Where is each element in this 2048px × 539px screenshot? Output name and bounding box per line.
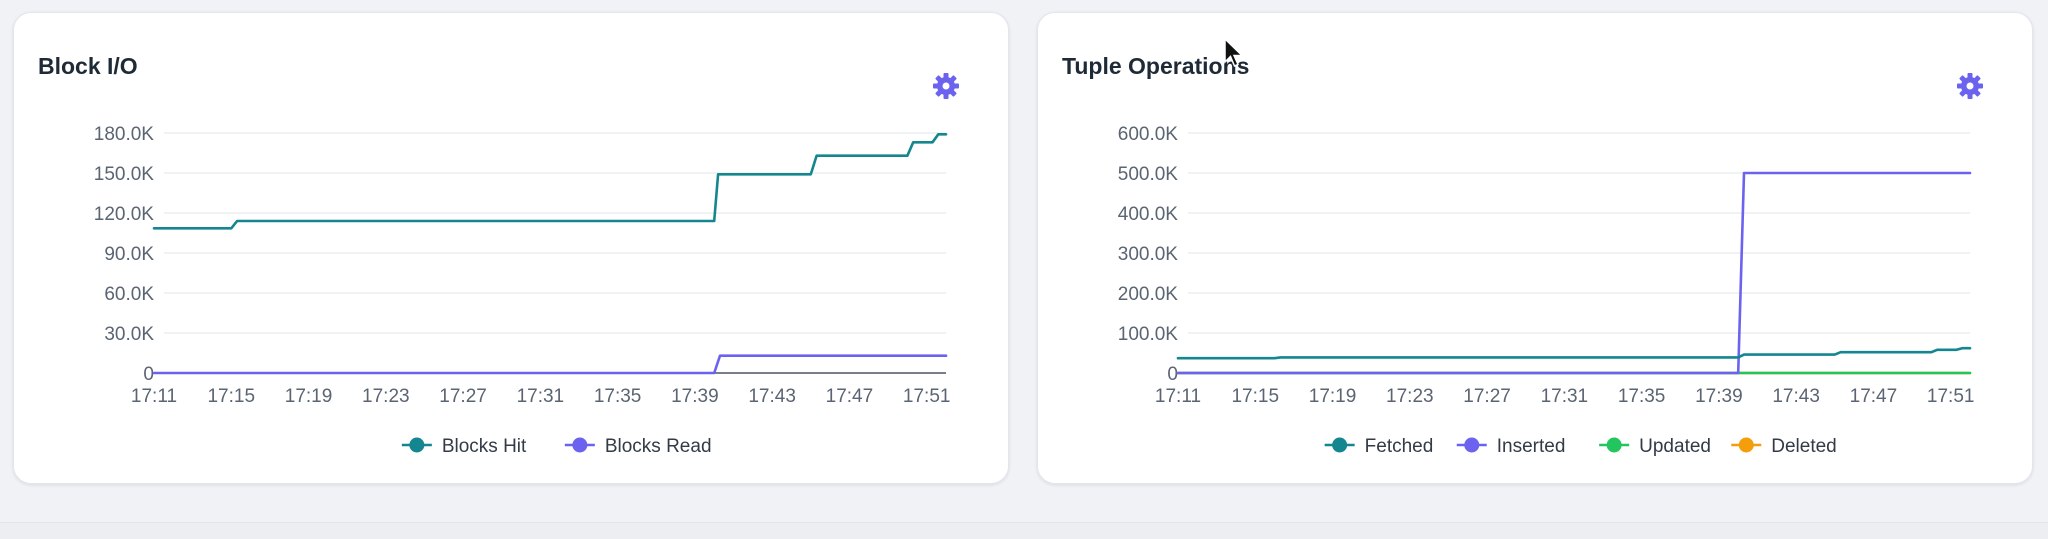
x-tick-label: 17:39 — [1695, 386, 1743, 407]
x-tick-label: 17:43 — [1772, 386, 1820, 407]
legend-marker — [1738, 437, 1754, 453]
y-tick-label: 100.0K — [1118, 324, 1179, 345]
legend-label: Blocks Read — [605, 436, 712, 457]
x-tick-label: 17:23 — [1386, 386, 1434, 407]
x-tick-label: 17:15 — [1231, 386, 1279, 407]
y-tick-label: 90.0K — [104, 244, 154, 265]
legend-item-inserted[interactable]: Inserted — [1456, 436, 1566, 457]
legend-label: Updated — [1639, 436, 1711, 457]
x-tick-label: 17:19 — [285, 386, 333, 407]
y-tick-label: 400.0K — [1118, 204, 1179, 225]
y-tick-label: 0 — [143, 364, 154, 385]
legend-marker — [572, 437, 588, 453]
legend-item-blocks-hit[interactable]: Blocks Hit — [401, 436, 527, 457]
legend-label: Fetched — [1365, 436, 1434, 457]
legend-item-deleted[interactable]: Deleted — [1731, 436, 1837, 457]
x-tick-label: 17:35 — [594, 386, 642, 407]
y-tick-label: 600.0K — [1118, 124, 1179, 145]
x-tick-label: 17:15 — [207, 386, 255, 407]
mouse-cursor-icon — [1224, 38, 1244, 67]
legend-item-fetched[interactable]: Fetched — [1324, 436, 1434, 457]
x-tick-label: 17:23 — [362, 386, 410, 407]
legend-label: Deleted — [1771, 436, 1837, 457]
x-tick-label: 17:27 — [1463, 386, 1511, 407]
block-io-card: Block I/O 0 30.0K 60.0K 90.0K 120.0K 150.0K 18… — [13, 12, 1009, 484]
y-tick-label: 500.0K — [1118, 164, 1179, 185]
legend-item-blocks-read[interactable]: Blocks Read — [564, 436, 712, 457]
gear-icon[interactable] — [1955, 71, 1985, 101]
gear-icon[interactable] — [931, 71, 961, 101]
y-tick-label: 30.0K — [104, 324, 154, 345]
tuple-operations-card: Tuple Operations 0 100.0K 200.0K 300.0K 400.… — [1037, 12, 2033, 484]
series-line-blocks-hit — [152, 133, 948, 230]
x-tick-label: 17:11 — [1155, 386, 1201, 407]
y-tick-label: 120.0K — [94, 204, 155, 225]
block-io-chart: 0 30.0K 60.0K 90.0K 120.0K 150.0K 180.0K 17:11 1… — [94, 124, 951, 457]
x-tick-label: 17:43 — [748, 386, 796, 407]
legend-marker — [1464, 437, 1480, 453]
tuple-operations-title: Tuple Operations — [1062, 53, 1250, 79]
y-tick-label: 180.0K — [94, 124, 155, 145]
x-tick-label: 17:51 — [903, 386, 951, 407]
y-tick-label: 0 — [1167, 364, 1178, 385]
x-tick-label: 17:35 — [1618, 386, 1666, 407]
x-tick-label: 17:39 — [671, 386, 719, 407]
x-tick-label: 17:27 — [439, 386, 487, 407]
y-tick-label: 200.0K — [1118, 284, 1179, 305]
x-tick-label: 17:47 — [1850, 386, 1898, 407]
legend-label: Inserted — [1497, 436, 1566, 457]
x-tick-label: 17:11 — [131, 386, 177, 407]
tuple-operations-chart: 0 100.0K 200.0K 300.0K 400.0K 500.0K 600.0K 17:… — [1118, 124, 1975, 457]
series-line-blocks-read — [152, 354, 948, 375]
y-tick-label: 150.0K — [94, 164, 155, 185]
legend-item-updated[interactable]: Updated — [1599, 436, 1711, 457]
x-tick-label: 17:31 — [1541, 386, 1589, 407]
y-tick-label: 60.0K — [104, 284, 154, 305]
x-tick-label: 17:19 — [1309, 386, 1357, 407]
bottom-panel-edge — [0, 522, 2048, 539]
x-tick-label: 17:47 — [826, 386, 874, 407]
block-io-title: Block I/O — [38, 53, 138, 79]
series-line-inserted — [1176, 171, 1972, 375]
legend-label: Blocks Hit — [442, 436, 527, 457]
y-tick-label: 300.0K — [1118, 244, 1179, 265]
legend-marker — [409, 437, 425, 453]
legend-marker — [1332, 437, 1348, 453]
legend-marker — [1606, 437, 1622, 453]
x-tick-label: 17:31 — [517, 386, 565, 407]
series-line-fetched — [1176, 346, 1972, 360]
x-tick-label: 17:51 — [1927, 386, 1975, 407]
